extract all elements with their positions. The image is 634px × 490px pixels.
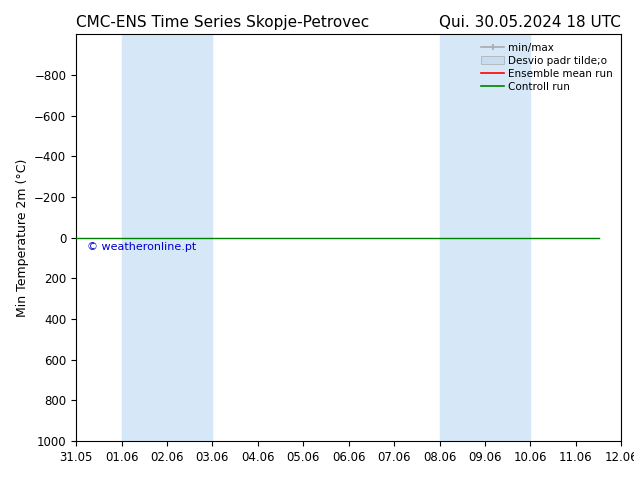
Bar [439,34,531,441]
Legend: min/max, Desvio padr tilde;o, Ensemble mean run, Controll run: min/max, Desvio padr tilde;o, Ensemble m… [478,40,616,95]
Y-axis label: Min Temperature 2m (°C): Min Temperature 2m (°C) [16,158,29,317]
Bar [621,34,634,441]
Text: CMC-ENS Time Series Skopje-Petrovec: CMC-ENS Time Series Skopje-Petrovec [76,15,370,30]
Text: Qui. 30.05.2024 18 UTC: Qui. 30.05.2024 18 UTC [439,15,621,30]
Text: © weatheronline.pt: © weatheronline.pt [87,242,197,252]
Bar [122,34,212,441]
